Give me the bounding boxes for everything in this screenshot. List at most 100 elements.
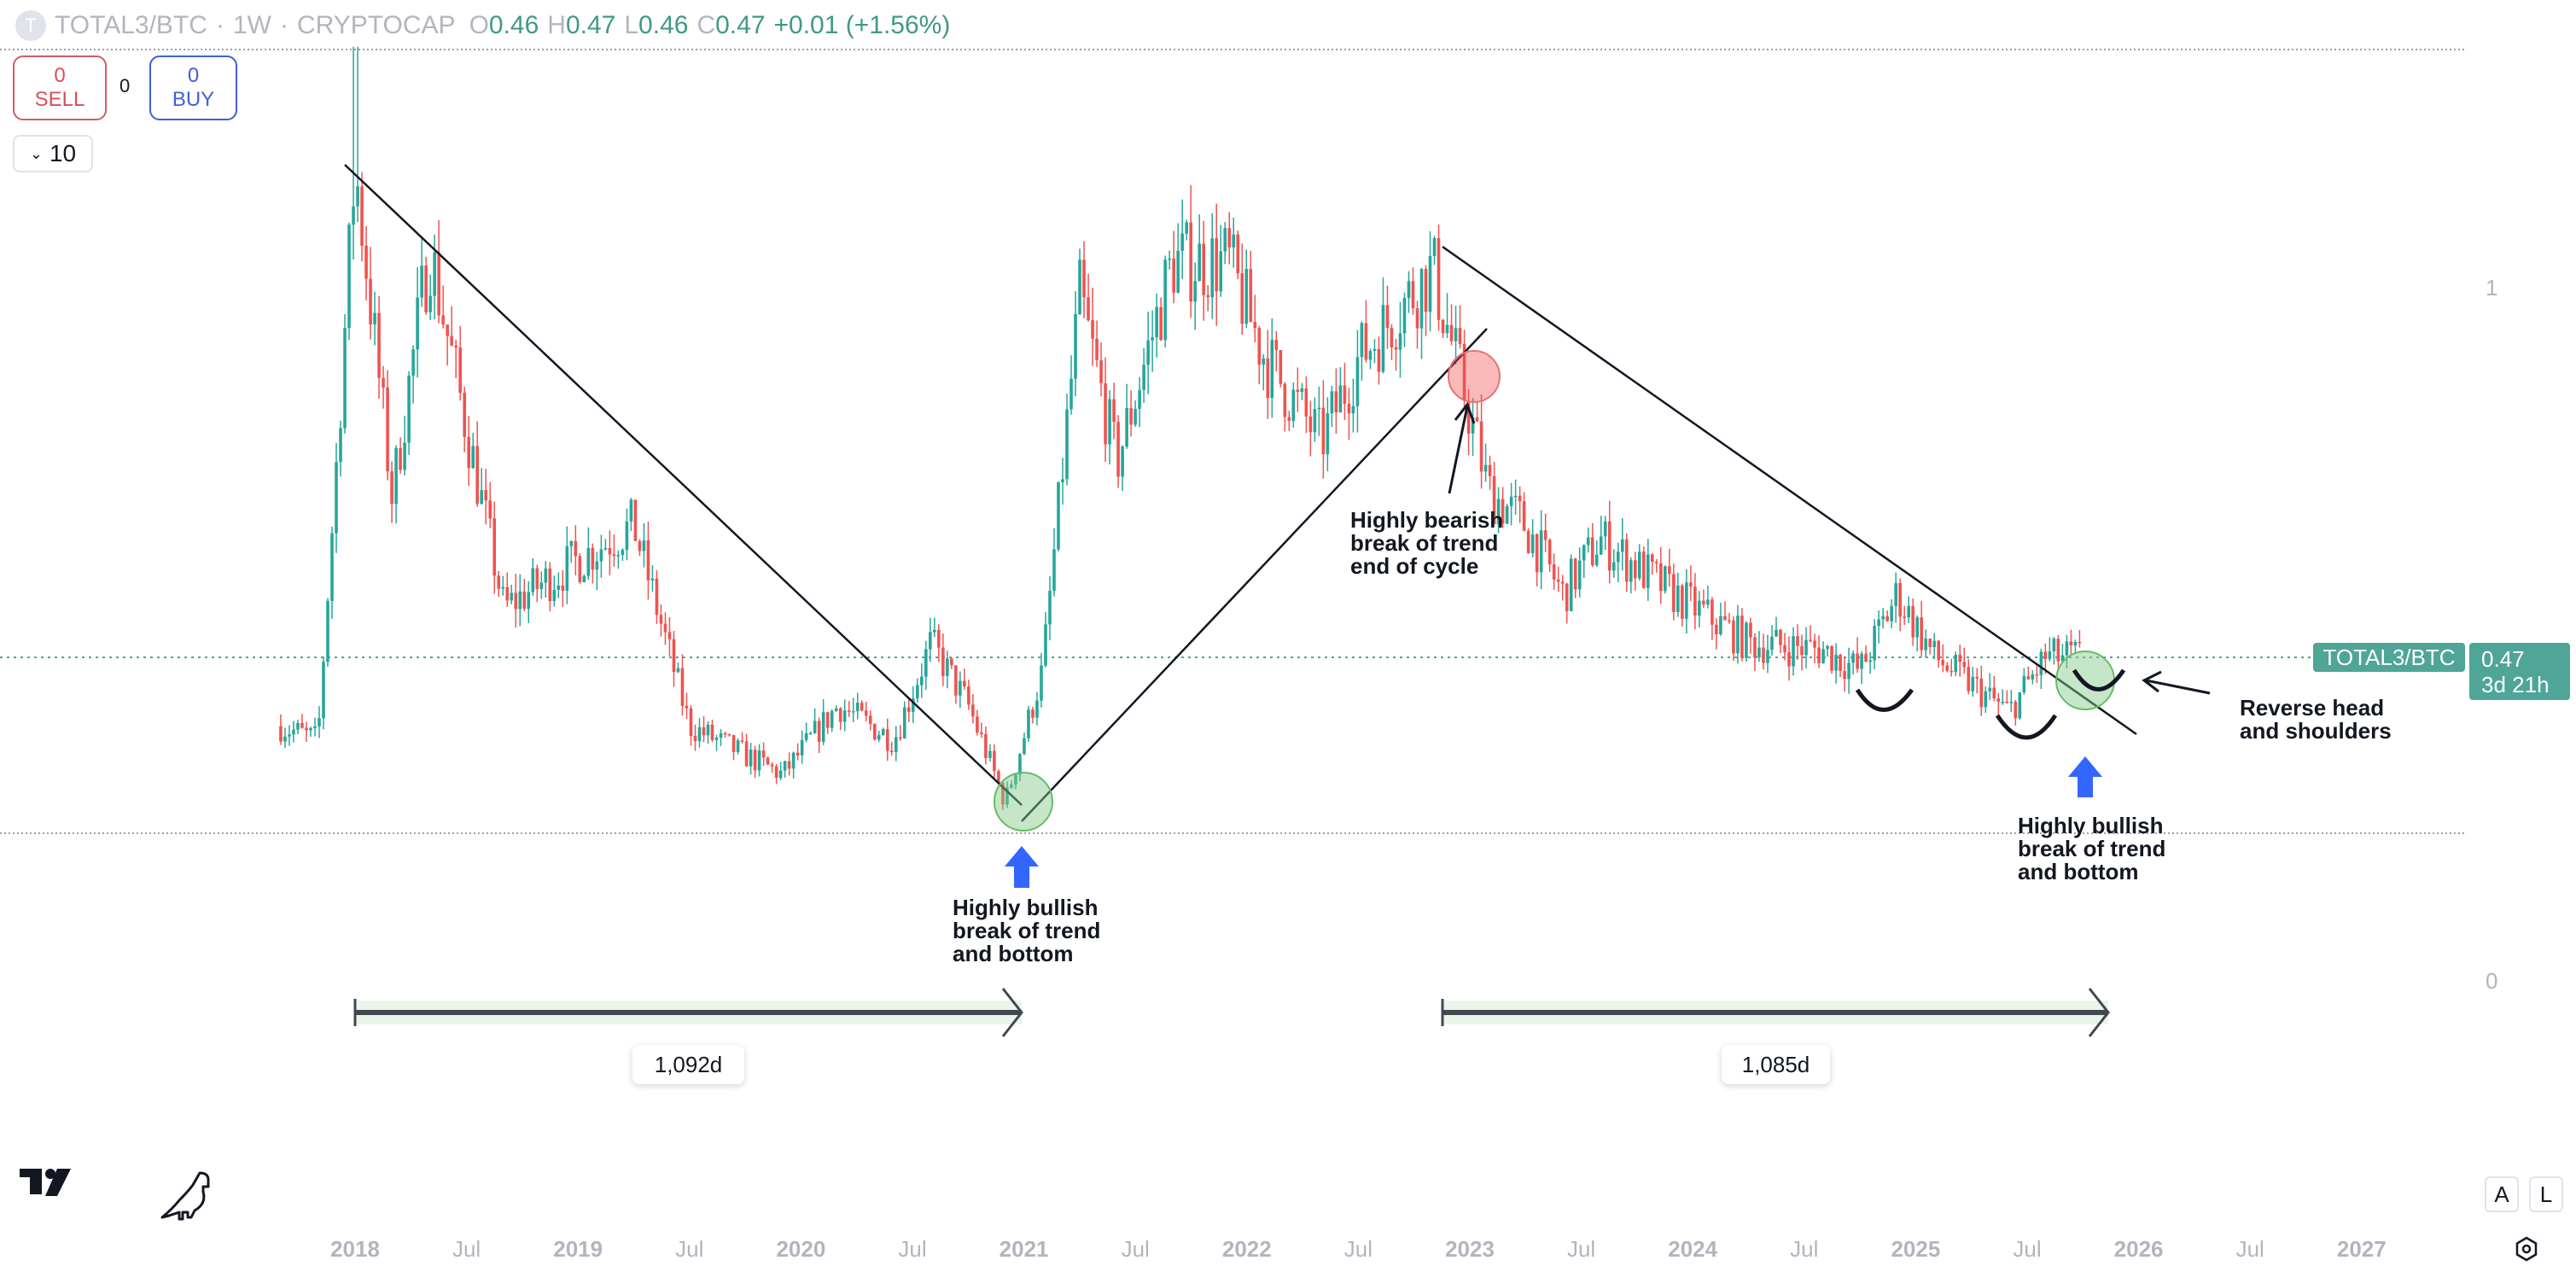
candle-down: [279, 726, 283, 742]
candle-up: [339, 428, 342, 463]
candle-down: [2014, 702, 2018, 719]
annotation-bearish[interactable]: Highly bearish break of trend end of cyc…: [1350, 509, 1503, 578]
candle-up: [2022, 676, 2026, 692]
candle-down: [1458, 328, 1462, 344]
candle-up: [946, 658, 949, 676]
candle-down: [702, 726, 706, 736]
candle-up: [1736, 616, 1740, 654]
chart-header: T TOTAL3/BTC · 1W · CRYPTOCAP O 0.46 H 0.4…: [15, 9, 950, 43]
quantity-dropdown[interactable]: ⌄ 10: [13, 135, 93, 172]
candle-up: [1180, 233, 1184, 251]
candle-down: [1385, 305, 1390, 329]
buy-price: 0: [187, 64, 200, 87]
x-tick-label: 2021: [999, 1236, 1049, 1262]
candle-down: [984, 734, 988, 758]
candle-down: [1411, 281, 1415, 309]
trendline-downtrend-2[interactable]: [1442, 245, 2137, 736]
candle-down: [1672, 574, 1676, 612]
dinosaur-icon[interactable]: [159, 1170, 215, 1222]
candle-up: [1044, 624, 1047, 666]
candle-down: [1975, 676, 1979, 679]
candle-up: [1620, 539, 1624, 552]
candle-up: [2009, 702, 2014, 703]
candle-down: [1274, 340, 1279, 351]
auto-scale-button[interactable]: A: [2485, 1176, 2519, 1212]
tradingview-logo-icon[interactable]: [20, 1167, 81, 1198]
candle-down: [1903, 616, 1906, 618]
candle-up: [1351, 406, 1355, 414]
candle-up: [527, 592, 531, 610]
sell-label: SELL: [34, 88, 85, 111]
candle-down: [980, 732, 983, 735]
candle-up: [1454, 328, 1458, 341]
candle-up: [595, 561, 599, 570]
candle-down: [1462, 343, 1466, 401]
candle-up: [2052, 639, 2056, 652]
candle-down: [463, 393, 466, 437]
close-value: 0.47: [715, 11, 766, 39]
candle-down: [967, 686, 970, 705]
candle-up: [804, 732, 808, 740]
candle-down: [1992, 687, 1996, 699]
candle-up: [292, 729, 295, 735]
candle-up: [1163, 260, 1167, 341]
candle-up: [1611, 562, 1616, 571]
candle-up: [902, 707, 906, 738]
candle-up: [2065, 641, 2069, 656]
interval[interactable]: 1W: [232, 11, 271, 39]
candle-up: [1826, 645, 1829, 650]
last-price: 0.47: [2481, 646, 2525, 672]
candle-down: [1321, 407, 1326, 455]
candle-down: [1681, 585, 1684, 619]
candle-up: [642, 540, 646, 551]
candle-down: [1642, 551, 1646, 588]
annotation-bullish-1[interactable]: Highly bullish break of trend and bottom: [953, 896, 1100, 966]
candle-down: [1813, 640, 1816, 648]
candle-down: [437, 252, 440, 316]
candle-up: [933, 629, 936, 633]
settings-gear-icon[interactable]: [2514, 1236, 2539, 1262]
candle-up: [1035, 700, 1039, 718]
candle-down: [1394, 347, 1398, 350]
candle-up: [616, 555, 621, 557]
candle-up: [1932, 640, 1937, 648]
candle-up: [1629, 560, 1633, 582]
candle-down: [1215, 238, 1219, 292]
candle-down: [1668, 566, 1671, 575]
candle-down: [1655, 562, 1658, 563]
candle-up: [1360, 323, 1364, 358]
candle-up: [428, 295, 432, 312]
candle-down: [1573, 558, 1577, 590]
annotation-bullish-2[interactable]: Highly bullish break of trend and bottom: [2018, 814, 2165, 884]
candle-up: [842, 710, 847, 722]
candle-up: [330, 533, 334, 601]
buy-button[interactable]: 0 BUY: [149, 55, 237, 120]
trendline-uptrend[interactable]: [1021, 328, 1488, 822]
candle-down: [685, 705, 689, 709]
candle-down: [1253, 322, 1257, 329]
symbol-name[interactable]: TOTAL3/BTC: [55, 11, 207, 39]
candle-down: [889, 750, 894, 752]
candle-down: [1779, 629, 1782, 645]
candle-down: [1693, 586, 1697, 616]
candle-down: [761, 750, 766, 758]
candle-up: [343, 328, 347, 429]
trendline-downtrend-1[interactable]: [344, 164, 1023, 806]
change-value: +0.01 (+1.56%): [773, 11, 951, 39]
candle-down: [1962, 662, 1967, 668]
sell-button[interactable]: 0 SELL: [13, 55, 107, 120]
log-scale-button[interactable]: L: [2529, 1176, 2563, 1212]
candle-down: [860, 703, 864, 711]
candle-up: [959, 680, 962, 696]
candle-up: [411, 349, 415, 376]
candle-down: [2026, 676, 2031, 680]
candle-down: [492, 518, 497, 576]
candle-up: [881, 729, 885, 736]
candle-up: [757, 750, 761, 771]
candle-up: [1326, 413, 1330, 455]
candle-up: [1984, 691, 1988, 708]
arrow-up-icon: [1005, 846, 1039, 888]
candle-down: [1560, 581, 1565, 584]
annotation-reverse-head-shoulders[interactable]: Reverse head and shoulders: [2240, 697, 2392, 743]
